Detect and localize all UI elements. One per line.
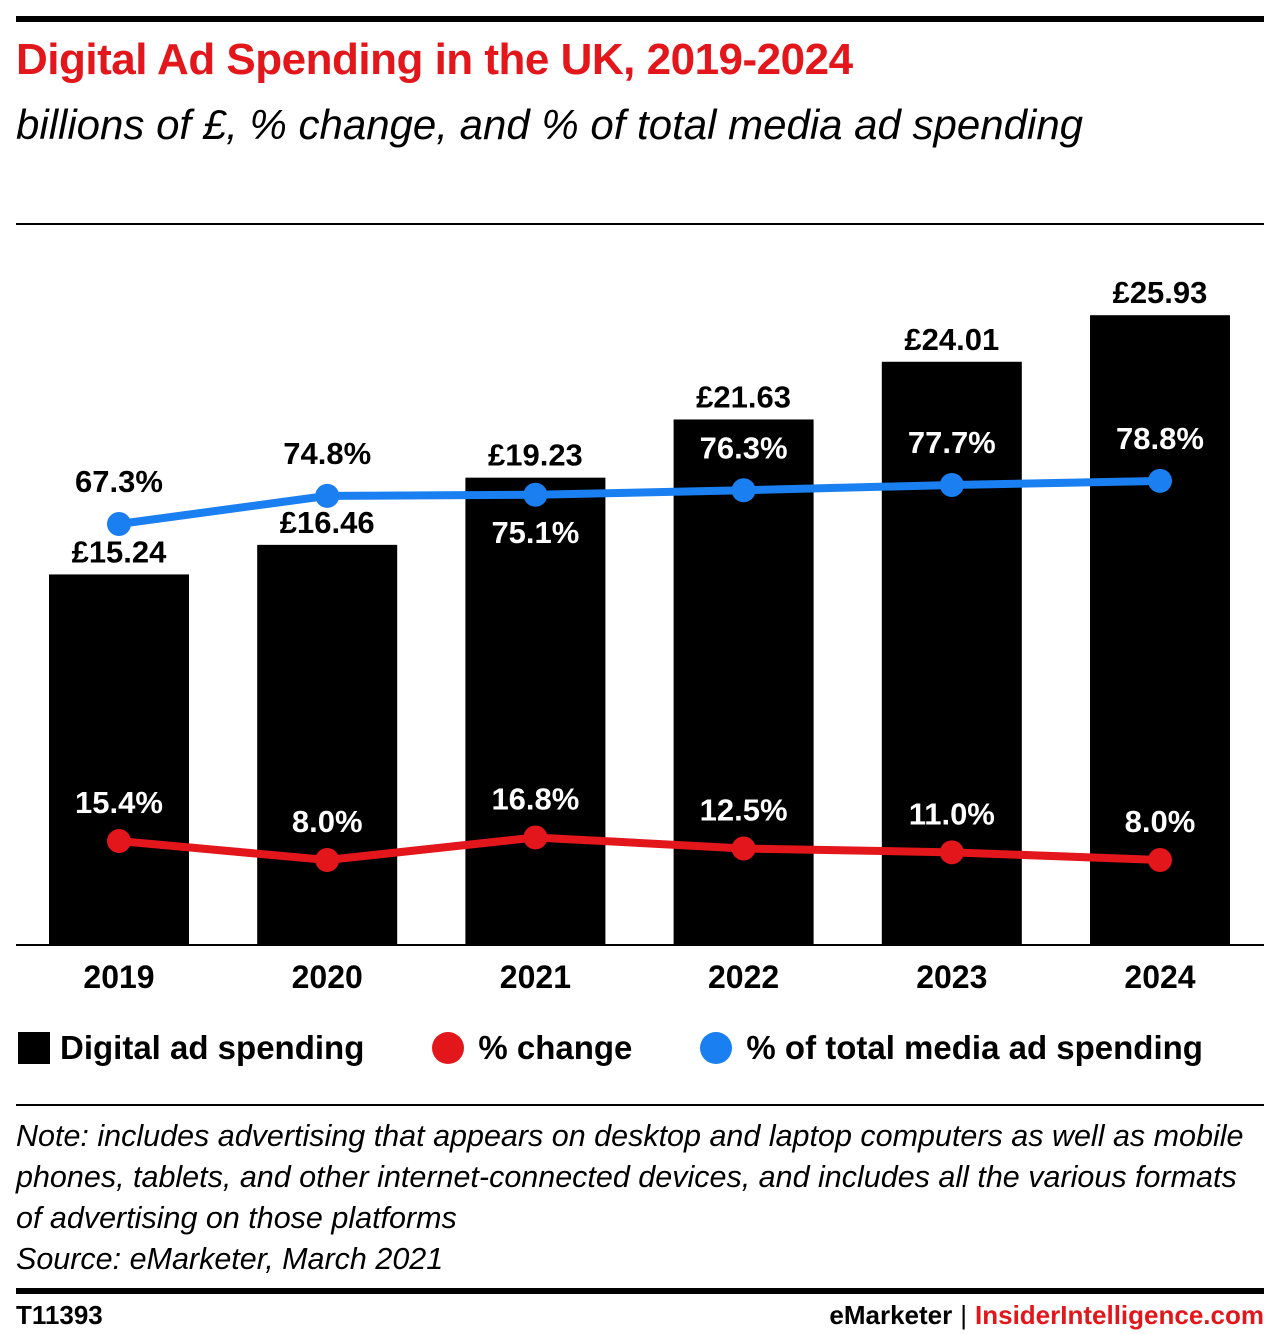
share-label-2024: 78.8%: [1116, 421, 1204, 456]
top-rule: [16, 16, 1264, 22]
legend-item-change: % change: [432, 1029, 632, 1067]
share-label-2023: 77.7%: [908, 425, 996, 460]
share-label-2019: 67.3%: [75, 464, 163, 499]
x-tick-2020: 2020: [292, 959, 363, 995]
bar-2021: [465, 477, 606, 944]
brand-emarketer: eMarketer: [829, 1300, 953, 1330]
chart-id: T11393: [16, 1300, 103, 1330]
share-point-2022: [731, 478, 756, 503]
x-tick-2022: 2022: [708, 959, 779, 995]
bar-label-2024: £25.93: [1113, 275, 1208, 310]
legend: Digital ad spending % change % of total …: [18, 1026, 1203, 1070]
share-point-2019: [107, 512, 131, 536]
change-label-2021: 16.8%: [491, 781, 579, 816]
bar-label-2021: £19.23: [488, 438, 583, 473]
chart-area: 67.3% 74.8% 75.1% 76.3% 77.7% 78.8% £15.24 £16.…: [16, 275, 1264, 995]
change-point-2019: [107, 829, 131, 854]
x-tick-2021: 2021: [500, 959, 571, 995]
change-label-2020: 8.0%: [292, 804, 363, 839]
legend-swatch-change-dot: [432, 1032, 465, 1064]
share-line: [115, 476, 1164, 528]
change-point-2023: [939, 840, 964, 865]
chart-title: Digital Ad Spending in the UK, 2019-2024: [16, 35, 853, 84]
share-point-2021: [523, 482, 548, 507]
share-label-2020: 74.8%: [283, 436, 371, 471]
chart-note: Note: includes advertising that appears …: [16, 1119, 1244, 1235]
footer-rule: [16, 1288, 1264, 1294]
share-label-2021: 75.1%: [491, 515, 579, 550]
change-point-2021: [523, 825, 548, 850]
bar-2024: [1090, 315, 1230, 944]
lines-layer: [107, 468, 1172, 872]
x-tick-2019: 2019: [83, 959, 154, 995]
share-label-2022: 76.3%: [700, 430, 788, 465]
chart-subtitle: billions of £, % change, and % of total …: [16, 101, 1084, 148]
share-point-2020: [315, 483, 340, 508]
share-point-2023: [939, 473, 964, 497]
legend-item-digital-ad-spending: Digital ad spending: [18, 1029, 364, 1067]
labels-layer: 67.3% 74.8% 75.1% 76.3% 77.7% 78.8% £15.24 £16.…: [72, 275, 1208, 995]
header-divider: [16, 223, 1264, 225]
change-label-2024: 8.0%: [1125, 804, 1196, 839]
change-label-2022: 12.5%: [700, 792, 788, 827]
legend-label-digital-ad-spending: Digital ad spending: [60, 1029, 365, 1066]
legend-label-share: % of total media ad spending: [746, 1029, 1203, 1066]
bar-2019: [49, 574, 189, 944]
change-label-2023: 11.0%: [909, 796, 995, 831]
x-tick-2023: 2023: [916, 959, 987, 995]
bar-label-2023: £24.01: [904, 322, 999, 357]
change-point-2022: [731, 836, 756, 861]
chart-source: Source: eMarketer, March 2021: [16, 1242, 444, 1276]
bar-label-2022: £21.63: [696, 379, 791, 414]
x-tick-2024: 2024: [1124, 959, 1195, 995]
legend-swatch-bar: [18, 1032, 50, 1064]
change-line: [115, 833, 1164, 864]
brand-insider-intelligence: InsiderIntelligence.com: [975, 1300, 1264, 1330]
brand-separator: |: [960, 1300, 968, 1330]
bar-2020: [257, 544, 398, 944]
legend-item-share: % of total media ad spending: [700, 1029, 1203, 1067]
change-point-2020: [315, 848, 340, 872]
change-label-2019: 15.4%: [75, 785, 163, 820]
bar-label-2019: £15.24: [72, 534, 168, 569]
legend-swatch-share-dot: [700, 1032, 733, 1064]
legend-label-change: % change: [478, 1029, 633, 1066]
brand-footer: eMarketer | InsiderIntelligence.com: [829, 1300, 1264, 1331]
share-point-2024: [1148, 468, 1172, 493]
bar-label-2020: £16.46: [280, 505, 375, 540]
change-point-2024: [1148, 848, 1172, 872]
legend-divider: [16, 1104, 1264, 1106]
